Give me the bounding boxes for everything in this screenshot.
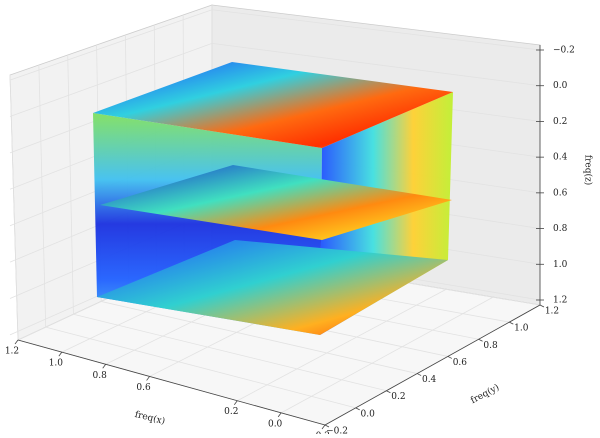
y-tick-label: 0.0 (361, 409, 376, 419)
y-tick-label: 1.0 (514, 324, 529, 334)
x-tick (277, 412, 282, 418)
x-tick (14, 339, 19, 345)
z-tick-label: 0.6 (553, 188, 568, 198)
y-tick (416, 373, 422, 376)
y-tick-label: 0.2 (391, 392, 405, 402)
volume-slice (93, 62, 453, 148)
y-tick-label: 0.4 (422, 375, 437, 385)
x-tick-label: 0.8 (93, 371, 108, 381)
x-axis-line (17, 339, 326, 426)
y-tick (509, 321, 514, 325)
x-tick-label: 1.2 (5, 347, 19, 357)
axes: 1.2 1.0 0.8 0.6 0.2 0.0 −0.2 −0.2 0.0 0.2 0.4 0.6 0.… (5, 45, 575, 438)
y-tick (386, 390, 391, 394)
grid-line (9, 9, 213, 81)
y-tick (447, 356, 453, 359)
x-axis-label: freq(x) (134, 409, 167, 427)
grid-line (67, 54, 74, 315)
grid-line (211, 42, 541, 87)
z-tick-label: −0.2 (553, 46, 575, 56)
x-tick (321, 424, 326, 430)
grid-line (101, 301, 418, 374)
grid-line (9, 42, 213, 117)
x-tick (102, 364, 107, 369)
x-tick-label: 0.6 (136, 383, 151, 393)
y-axis-line (324, 304, 541, 426)
volume-slice (100, 165, 452, 240)
y-tick (539, 304, 545, 308)
x-tick-label: 0.0 (268, 419, 283, 429)
y-tick-label: −0.2 (326, 427, 348, 435)
z-tick-label: 1.0 (553, 260, 568, 270)
z-tick-label: 1.2 (553, 296, 567, 306)
y-tick-label: 0.6 (453, 358, 468, 368)
x-tick-label: 0.2 (224, 407, 238, 417)
z-tick-label: 0.8 (553, 224, 568, 234)
y-tick (324, 424, 330, 428)
y-axis-label: freq(y) (469, 382, 501, 406)
y-tick-label: 1.2 (545, 307, 559, 317)
grid-line (280, 296, 494, 414)
z-tick-label: 0.0 (553, 81, 568, 91)
grid-line (237, 288, 447, 402)
x-tick (146, 376, 150, 381)
grid-line (45, 326, 356, 409)
volume-slice (97, 240, 448, 335)
grid-line (73, 313, 387, 392)
volume (93, 62, 453, 335)
z-tick-label: 0.4 (553, 153, 568, 163)
z-axis-label: freq(z) (583, 155, 594, 186)
y-tick (355, 407, 360, 411)
x-tick-label: 1.0 (49, 359, 64, 369)
grid-line (211, 9, 541, 51)
y-tick-label: 0.8 (483, 341, 498, 351)
z-tick-label: 0.2 (553, 117, 567, 127)
x-tick (233, 400, 238, 405)
x-tick (58, 351, 63, 357)
y-tick (478, 338, 483, 342)
